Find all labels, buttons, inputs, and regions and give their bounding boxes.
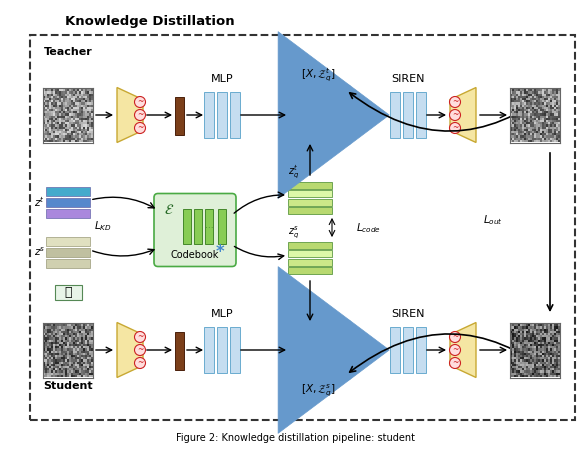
FancyBboxPatch shape [288,267,332,274]
FancyBboxPatch shape [218,208,226,243]
Text: ~: ~ [452,333,458,342]
Text: $L_{KD}$: $L_{KD}$ [94,219,112,233]
FancyBboxPatch shape [288,207,332,214]
Text: $[X, \mathcal{Z}_q^s]$: $[X, \mathcal{Z}_q^s]$ [301,382,335,398]
Text: ~: ~ [137,359,143,368]
Polygon shape [55,285,82,300]
Polygon shape [117,87,143,143]
Circle shape [450,345,461,356]
Text: Teacher: Teacher [44,47,92,57]
Text: Figure 2: Knowledge distillation pipeline: student: Figure 2: Knowledge distillation pipelin… [176,433,415,443]
Circle shape [450,122,461,134]
Text: MLP: MLP [211,309,234,319]
Text: ~: ~ [137,98,143,107]
FancyBboxPatch shape [230,92,240,138]
Circle shape [134,345,145,356]
Circle shape [450,96,461,108]
FancyBboxPatch shape [183,208,191,243]
FancyBboxPatch shape [230,327,240,373]
FancyBboxPatch shape [390,327,400,373]
Text: ~: ~ [137,333,143,342]
FancyBboxPatch shape [288,259,332,266]
FancyBboxPatch shape [175,97,184,135]
FancyBboxPatch shape [390,92,400,138]
Text: ...: ... [204,221,213,230]
FancyBboxPatch shape [30,35,575,420]
FancyBboxPatch shape [46,198,90,207]
FancyBboxPatch shape [204,327,214,373]
FancyBboxPatch shape [288,250,332,257]
Text: $[X, \mathcal{Z}_q^t]$: $[X, \mathcal{Z}_q^t]$ [301,66,335,84]
Circle shape [134,332,145,342]
FancyBboxPatch shape [285,320,351,380]
Text: $L_{code}$: $L_{code}$ [356,221,381,235]
FancyBboxPatch shape [175,332,184,370]
FancyBboxPatch shape [217,92,227,138]
FancyBboxPatch shape [403,327,413,373]
Polygon shape [117,323,143,378]
FancyBboxPatch shape [217,327,227,373]
FancyBboxPatch shape [46,186,90,195]
FancyBboxPatch shape [403,92,413,138]
FancyBboxPatch shape [194,208,202,243]
Text: Student: Student [43,381,93,391]
Circle shape [450,109,461,121]
Text: $L_{out}$: $L_{out}$ [483,213,503,227]
Text: ~: ~ [452,346,458,355]
FancyBboxPatch shape [288,190,332,197]
Text: ~: ~ [452,111,458,120]
Text: Codebook: Codebook [171,249,219,260]
FancyBboxPatch shape [204,92,214,138]
Text: Cross
Atten: Cross Atten [304,339,332,361]
Text: SIREN: SIREN [391,309,425,319]
Text: 🔥: 🔥 [64,287,72,300]
Circle shape [450,332,461,342]
FancyBboxPatch shape [205,208,213,243]
FancyBboxPatch shape [416,92,426,138]
FancyBboxPatch shape [46,208,90,217]
Text: Knowledge Distillation: Knowledge Distillation [65,15,235,28]
Text: MLP: MLP [211,74,234,84]
Text: ~: ~ [137,111,143,120]
Circle shape [134,122,145,134]
FancyBboxPatch shape [46,237,90,246]
Polygon shape [450,323,476,378]
Text: *: * [215,243,224,261]
FancyBboxPatch shape [46,258,90,267]
Text: ~: ~ [137,346,143,355]
FancyBboxPatch shape [288,242,332,249]
Text: ~: ~ [452,123,458,132]
Text: Cross
Atten: Cross Atten [304,104,332,126]
Text: ~: ~ [452,359,458,368]
FancyBboxPatch shape [416,327,426,373]
Circle shape [134,357,145,369]
Circle shape [450,357,461,369]
Text: $\mathcal{E}$: $\mathcal{E}$ [164,202,174,216]
Circle shape [134,96,145,108]
Text: $z^t$: $z^t$ [34,195,46,209]
Text: $z^s$: $z^s$ [34,246,46,258]
Polygon shape [450,87,476,143]
Text: SIREN: SIREN [391,74,425,84]
Text: $z_q^s$: $z_q^s$ [288,224,300,240]
FancyBboxPatch shape [46,248,90,256]
Circle shape [134,109,145,121]
FancyBboxPatch shape [154,194,236,266]
Text: ~: ~ [137,123,143,132]
Text: ~: ~ [452,98,458,107]
Text: $z_q^t$: $z_q^t$ [288,163,300,181]
FancyBboxPatch shape [285,85,351,145]
FancyBboxPatch shape [288,199,332,206]
FancyBboxPatch shape [288,182,332,189]
